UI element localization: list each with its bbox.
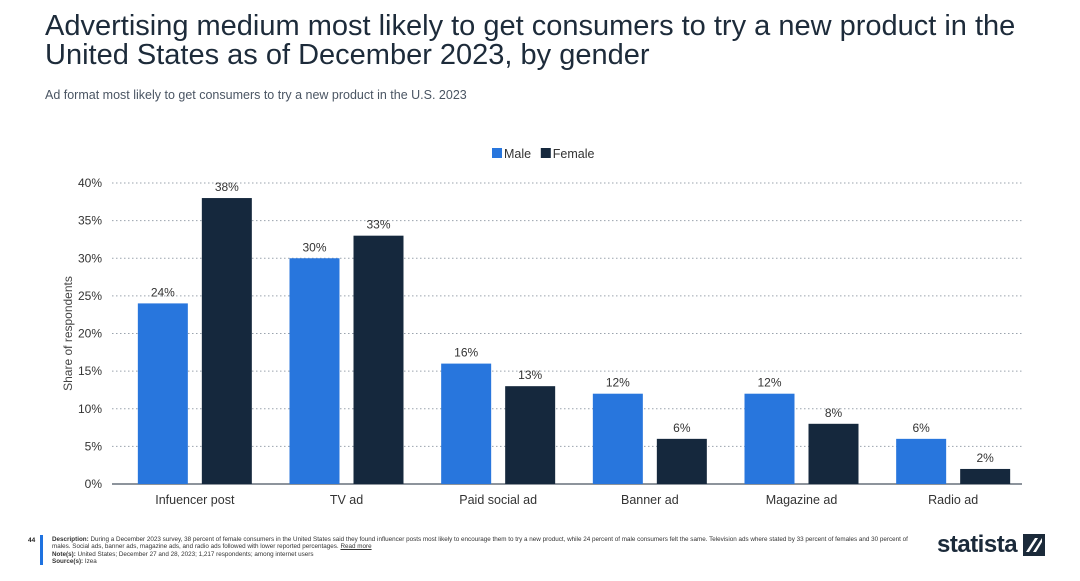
source-label: Source(s):: [52, 558, 84, 566]
data-label: 8%: [825, 406, 843, 420]
data-label: 6%: [673, 421, 691, 435]
description-line: Description: During a December 2023 surv…: [52, 536, 912, 551]
footer-accent-bar: [40, 535, 43, 565]
notes-label: Note(s):: [52, 550, 76, 558]
data-label: 13%: [518, 368, 542, 382]
bar-chart: 0% 5% 10% 15% 20% 25% 30% 35% 40% Share of respon…: [61, 147, 1022, 507]
y-tick-label: 10%: [78, 402, 102, 416]
read-more-link[interactable]: Read more: [340, 543, 372, 551]
notes-line: Note(s): United States; December 27 and …: [52, 551, 912, 558]
bar-male: [441, 363, 492, 484]
description-text: During a December 2023 survey, 38 percen…: [52, 536, 908, 551]
legend-label-male: Male: [504, 147, 531, 161]
source-line: Source(s): Izea: [52, 558, 912, 565]
x-tick-label: Infuencer post: [155, 493, 235, 507]
y-tick-label: 35%: [78, 214, 102, 228]
bar-female: [505, 386, 556, 484]
bar-female: [656, 438, 707, 484]
x-tick-label: Paid social ad: [459, 493, 537, 507]
bar-male: [744, 393, 795, 484]
bar-female: [960, 468, 1011, 484]
y-tick-label: 20%: [78, 327, 102, 341]
data-label: 38%: [215, 180, 239, 194]
description-label: Description:: [52, 536, 89, 543]
legend-label-female: Female: [553, 147, 595, 161]
data-label: 12%: [606, 376, 630, 390]
bar-male: [137, 303, 188, 484]
data-label: 2%: [976, 451, 994, 465]
y-tick-label: 30%: [78, 251, 102, 265]
notes-text: United States; December 27 and 28, 2023;…: [77, 550, 314, 558]
bar-female: [201, 198, 252, 485]
data-label: 16%: [454, 346, 478, 360]
y-tick-label: 0%: [85, 477, 103, 491]
bar-female: [808, 423, 859, 484]
bar-female: [353, 235, 404, 484]
page-title: Advertising medium most likely to get co…: [45, 10, 1016, 71]
source-text: Izea: [84, 558, 97, 566]
bar-male: [592, 393, 643, 484]
statista-logo-icon: [1023, 534, 1046, 556]
y-tick-label: 15%: [78, 364, 102, 378]
bar-male: [289, 258, 340, 484]
data-label: 24%: [151, 285, 175, 299]
y-axis-label: Share of respondents: [61, 276, 75, 391]
x-tick-label: TV ad: [330, 493, 363, 507]
statista-wordmark: statista: [937, 531, 1018, 558]
data-label: 33%: [366, 218, 390, 232]
legend-swatch-female: [540, 148, 551, 158]
y-tick-label: 5%: [85, 439, 103, 453]
data-label: 6%: [912, 421, 930, 435]
legend-swatch-male: [492, 148, 502, 158]
y-tick-label: 40%: [78, 176, 102, 190]
bar-male: [896, 438, 947, 484]
y-tick-label: 25%: [78, 289, 102, 303]
x-tick-label: Radio ad: [928, 493, 978, 507]
page-number: 44: [28, 537, 36, 544]
x-tick-label: Magazine ad: [766, 493, 838, 507]
data-label: 30%: [302, 240, 326, 254]
x-tick-label: Banner ad: [621, 493, 679, 507]
statista-logo[interactable]: statista: [937, 531, 1046, 558]
footer-notes: Description: During a December 2023 surv…: [52, 536, 912, 566]
data-label: 12%: [757, 376, 781, 390]
page-subtitle: Ad format most likely to get consumers t…: [45, 88, 467, 102]
